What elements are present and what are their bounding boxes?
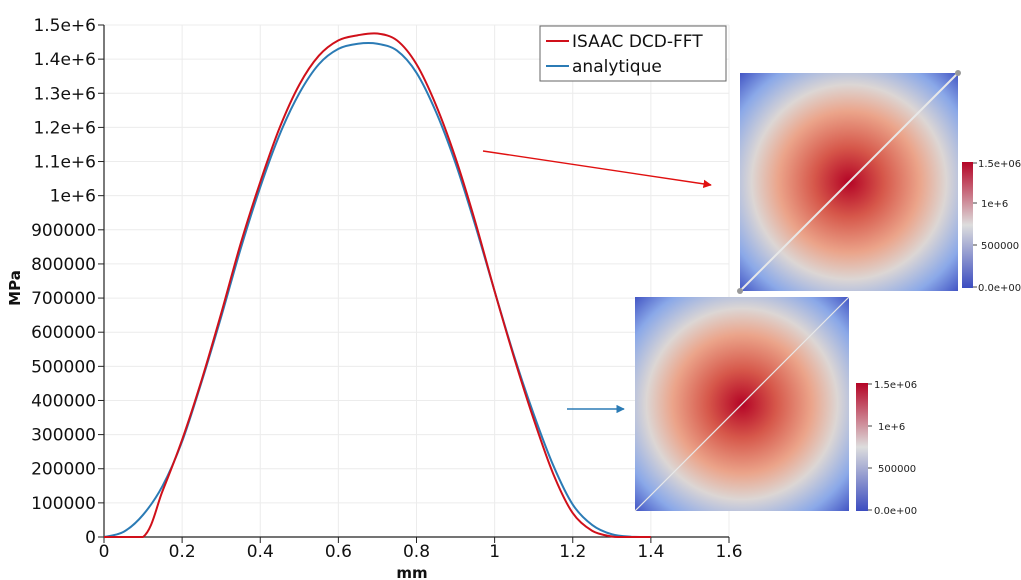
heatmap-bottom-diagonal [634,296,850,512]
y-tick-label: 900000 [31,221,96,241]
colorbar-bottom [856,383,868,511]
colorbar-bottom-label-1e6: 1e+6 [878,422,905,433]
colorbar-bottom-label-500k: 500000 [878,464,916,475]
series-line-isaac-dcd-fft [104,32,651,538]
y-tick-label: 1.2e+6 [33,118,96,138]
legend-box [539,25,727,82]
x-tick-label: 0 [99,542,110,562]
y-tick-label: 100000 [31,494,96,514]
chart-grid [103,24,730,538]
x-tick-label: 0.4 [247,542,274,562]
colorbar-top-label-min: 0.0e+00 [978,283,1021,294]
legend-label-analytique: analytique [572,57,662,77]
colorbar-top [962,162,973,288]
chart-axes: 0 0.2 0.4 0.6 0.8 1 1.2 1.4 1.6 0 100000 200000 3000… [31,16,742,562]
colorbar-top-label-1e6: 1e+6 [981,199,1008,210]
y-tick-label: 1.3e+6 [33,84,96,104]
y-tick-label: 300000 [31,426,96,446]
series-line-analytique [103,42,651,538]
y-tick-label: 1.5e+6 [33,16,96,36]
y-tick-label: 500000 [31,357,96,377]
heatmap-top-diagonal [739,72,959,292]
y-tick-label: 800000 [31,255,96,275]
y-tick-label: 600000 [31,323,96,343]
x-tick-label: 1.6 [715,542,742,562]
x-tick-label: 1 [489,542,500,562]
legend: ISAAC DCD-FFT analytique [539,25,727,82]
y-tick-label: 700000 [31,289,96,309]
colorbar-top-label-500k: 500000 [981,241,1019,252]
y-tick-label: 1.4e+6 [33,50,96,70]
colorbar-bottom-label-min: 0.0e+00 [874,506,917,517]
y-tick-label: 400000 [31,391,96,411]
x-axis-label: mm [396,564,427,580]
y-tick-label: 200000 [31,460,96,480]
x-tick-label: 0.6 [325,542,352,562]
x-tick-label: 0.2 [169,542,196,562]
colorbar-top-label-max: 1.5e+06 [978,159,1021,170]
x-tick-label: 1.2 [559,542,586,562]
colorbar-bottom-label-max: 1.5e+06 [874,380,917,391]
y-tick-label: 1.1e+6 [33,153,96,173]
inset-top-heatmap: 1.5e+06 1e+6 500000 0.0e+00 [737,70,1021,294]
legend-label-isaac: ISAAC DCD-FFT [572,32,703,52]
annotation-arrow-red [482,150,712,189]
y-tick-label: 0 [85,528,96,548]
heatmap-top-handle-start [737,288,743,294]
y-tick-label: 1e+6 [50,187,96,207]
heatmap-top-handle-end [955,70,961,76]
x-tick-label: 0.8 [403,542,430,562]
y-axis-label: MPa [6,270,24,306]
inset-bottom-heatmap: 1.5e+06 1e+6 500000 0.0e+00 [634,296,917,517]
series-layer [103,32,651,538]
x-tick-label: 1.4 [637,542,664,562]
